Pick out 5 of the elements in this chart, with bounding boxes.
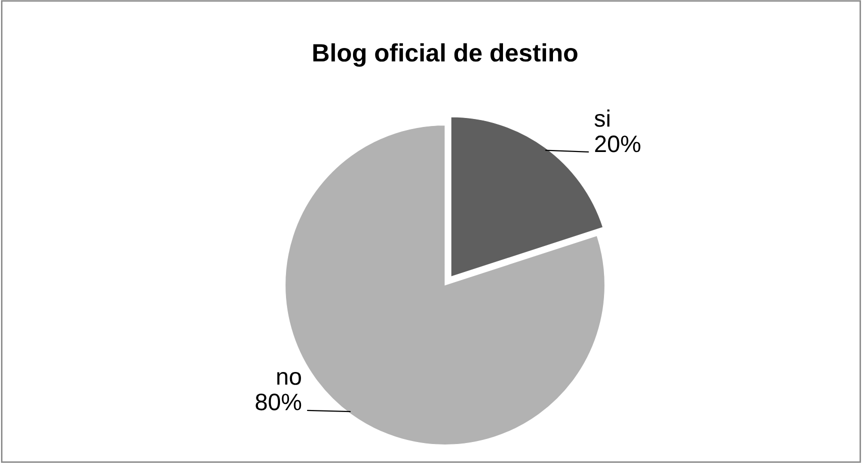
data-label: 80% (256, 394, 302, 410)
data-label: 20% (595, 136, 640, 152)
slice-label: si (594, 109, 610, 127)
slice-label: no (277, 372, 301, 385)
chart-title: Blog oficial de destino (313, 43, 578, 67)
